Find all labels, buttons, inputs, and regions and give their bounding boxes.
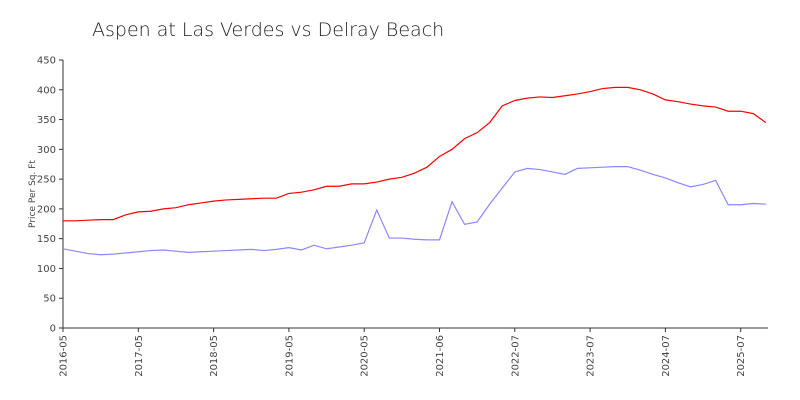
y-tick-label: 150 — [37, 234, 56, 245]
y-tick-label: 350 — [37, 115, 56, 126]
y-tick-label: 300 — [37, 145, 56, 156]
x-tick-label: 2024-07 — [661, 335, 672, 377]
x-tick-label: 2020-05 — [360, 335, 371, 377]
y-axis-label: Price Per Sq. Ft — [28, 160, 38, 228]
x-tick-label: 2017-05 — [134, 335, 145, 377]
series-line — [62, 166, 766, 256]
y-tick-label: 400 — [37, 85, 56, 96]
y-tick-label: 0 — [50, 324, 56, 335]
x-tick-label: 2025-07 — [736, 335, 747, 377]
x-tick-label: 2018-05 — [209, 335, 220, 377]
x-tick-label: 2019-05 — [284, 335, 295, 377]
y-tick-label: 200 — [37, 204, 56, 215]
y-tick-label: 450 — [37, 56, 56, 67]
x-tick-label: 2021-06 — [435, 335, 446, 377]
y-tick-label: 50 — [43, 294, 56, 305]
x-tick-label: 2023-07 — [586, 335, 597, 377]
series-line — [63, 86, 767, 222]
y-tick-label: 250 — [37, 175, 56, 186]
y-tick-label: 100 — [37, 264, 56, 275]
x-tick-label: 2016-05 — [59, 335, 70, 377]
chart-title: Aspen at Las Verdes vs Delray Beach — [92, 19, 444, 41]
x-tick-label: 2022-07 — [510, 335, 521, 377]
